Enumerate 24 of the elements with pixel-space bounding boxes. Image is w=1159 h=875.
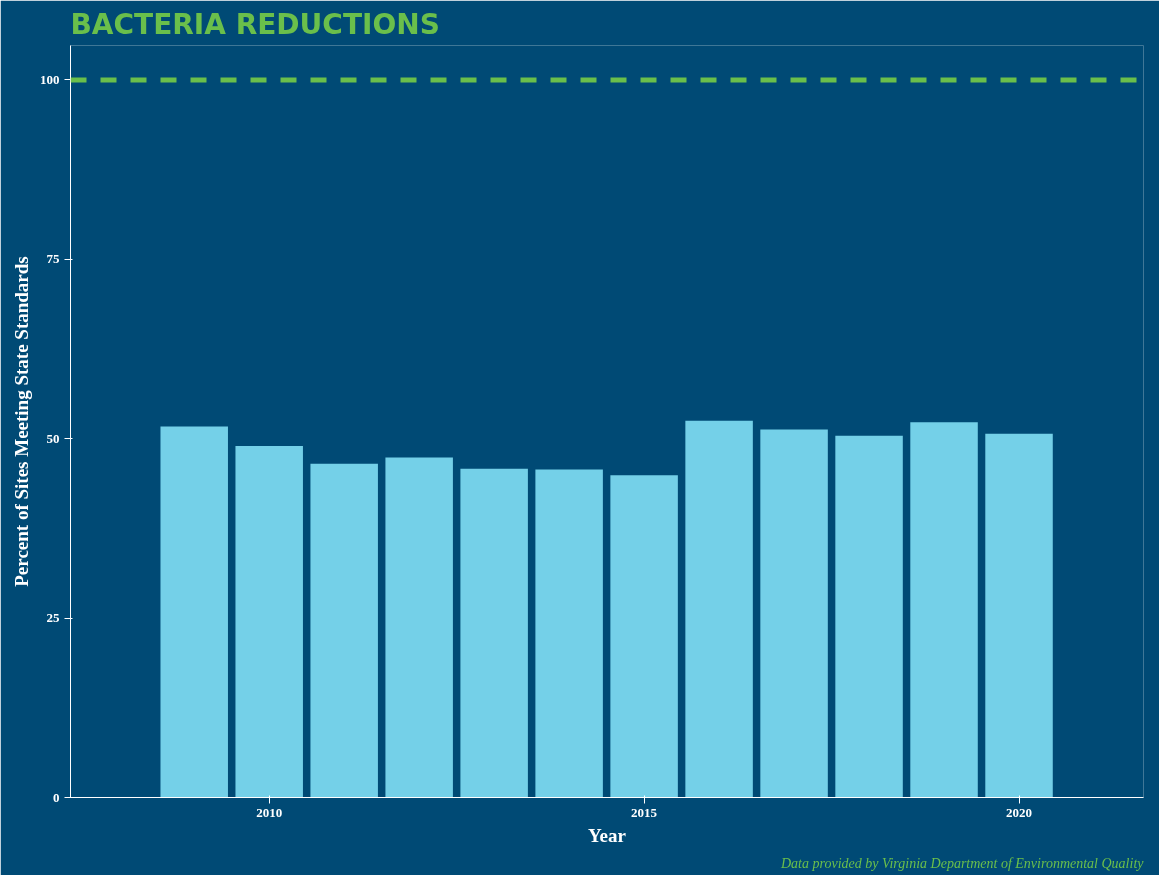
bar <box>310 463 378 798</box>
bar <box>610 475 678 798</box>
bar <box>535 469 603 798</box>
x-tick-label: 2020 <box>1006 804 1033 820</box>
x-tick-label: 2015 <box>631 804 658 820</box>
y-tick-label: 100 <box>40 71 60 87</box>
bar <box>835 435 903 798</box>
y-tick-label: 25 <box>46 610 60 626</box>
bar <box>385 457 453 798</box>
x-tick-label: 2010 <box>256 804 283 820</box>
bar <box>985 433 1053 798</box>
bar <box>685 420 753 798</box>
bar <box>760 429 828 798</box>
chart-title: BACTERIA REDUCTIONS <box>70 7 440 41</box>
bar <box>460 468 528 798</box>
x-axis-title: Year <box>588 824 627 846</box>
bar <box>160 426 228 798</box>
y-tick-label: 0 <box>53 789 60 805</box>
y-axis-title: Percent of Sites Meeting State Standards <box>11 256 32 587</box>
text: Data provided by Virginia Department of Environmental Quality <box>779 855 1145 871</box>
bar <box>910 422 978 798</box>
bar <box>235 445 303 798</box>
y-tick-label: 50 <box>46 430 60 446</box>
y-tick-label: 75 <box>46 251 60 267</box>
